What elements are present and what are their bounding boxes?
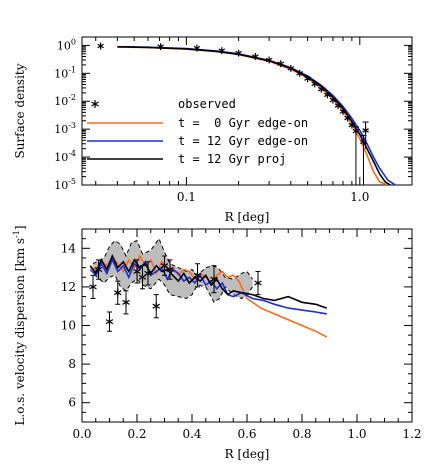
legend-label: t = 0 Gyr edge-on <box>178 116 308 130</box>
observed-point <box>265 56 273 64</box>
x-tick-label: 0.1 <box>177 190 196 204</box>
series-line <box>90 254 328 338</box>
x-tick-label: 1.2 <box>402 427 421 441</box>
observed-point <box>193 44 201 52</box>
observed-point <box>329 96 337 104</box>
y-axis-label: Surface density <box>13 63 27 158</box>
surface-density-panel: 0.1 1.0 100 10-1 10-2 10-3 10-4 10-5 R [deg] Surf… <box>13 36 413 224</box>
observed-point <box>339 107 347 115</box>
observed-point <box>296 69 303 77</box>
observed-point <box>166 265 174 274</box>
y-tick-label: 6 <box>68 396 76 410</box>
observed-point <box>89 282 97 291</box>
y-tick-label: 10-5 <box>54 177 76 192</box>
y-tick-label: 12 <box>61 280 76 294</box>
observed-point <box>254 279 262 288</box>
y-tick-label: 14 <box>61 241 77 255</box>
legend-marker-observed <box>91 100 99 108</box>
x-tick-label: 1.0 <box>350 190 369 204</box>
observed-point <box>218 47 226 55</box>
observed-point <box>235 49 242 57</box>
observed-point <box>105 317 114 326</box>
observed-point <box>334 102 342 110</box>
y-tick-label: 100 <box>57 37 76 52</box>
x-tick-label: 0.2 <box>127 427 146 441</box>
observed-point <box>344 114 351 122</box>
observed-point <box>94 265 103 274</box>
legend-label: t = 12 Gyr proj <box>178 152 286 166</box>
x-tick-label: 1.0 <box>347 427 366 441</box>
observed-point <box>252 53 259 61</box>
observed-point <box>277 60 285 68</box>
observed-point <box>152 302 161 311</box>
legend-label: t = 12 Gyr edge-on <box>178 134 308 148</box>
y-tick-label: 8 <box>68 357 76 371</box>
legend-label: observed <box>178 97 236 111</box>
legend: observed t = 0 Gyr edge-on t = 12 Gyr edge… <box>87 97 308 166</box>
observed-point <box>362 126 369 134</box>
x-axis-label: R [deg] <box>225 447 270 461</box>
observed-point <box>122 298 130 307</box>
velocity-dispersion-panel: 0.0 0.2 0.4 0.6 0.8 1.0 1.2 6 8 10 12 14 R [deg] L.o.… <box>12 225 422 461</box>
observed-point <box>144 269 152 278</box>
series-line <box>89 257 327 315</box>
y-tick-label: 10 <box>61 319 76 333</box>
band-upper-edge <box>92 237 253 280</box>
x-tick-label: 0.6 <box>237 427 256 441</box>
series-line <box>89 254 328 309</box>
observed-point <box>113 288 122 297</box>
y-tick-label: 10-4 <box>54 149 76 164</box>
x-tick-label: 0.8 <box>292 427 311 441</box>
observed-point <box>304 75 311 83</box>
observed-point <box>193 271 202 280</box>
observed-point <box>318 85 325 93</box>
y-tick-label: 10-1 <box>54 65 76 80</box>
observed-point <box>348 121 356 129</box>
observed-point <box>160 261 169 270</box>
observed-point <box>157 43 164 51</box>
plot-frame <box>81 36 413 186</box>
observed-point <box>210 275 218 284</box>
observed-point <box>133 267 141 276</box>
observed-point <box>97 42 104 50</box>
observed-point <box>311 80 319 88</box>
y-axis-label: L.o.s. velocity dispersion [km s-1] <box>12 225 27 425</box>
observed-point <box>324 91 331 99</box>
observed-point <box>352 127 360 135</box>
observed-point <box>287 64 295 72</box>
observed-point <box>138 273 147 282</box>
y-tick-label: 10-3 <box>54 121 76 136</box>
x-tick-label: 0.0 <box>72 427 91 441</box>
x-tick-label: 0.4 <box>182 427 201 441</box>
x-axis-label: R [deg] <box>225 210 270 224</box>
y-tick-label: 10-2 <box>54 93 76 108</box>
